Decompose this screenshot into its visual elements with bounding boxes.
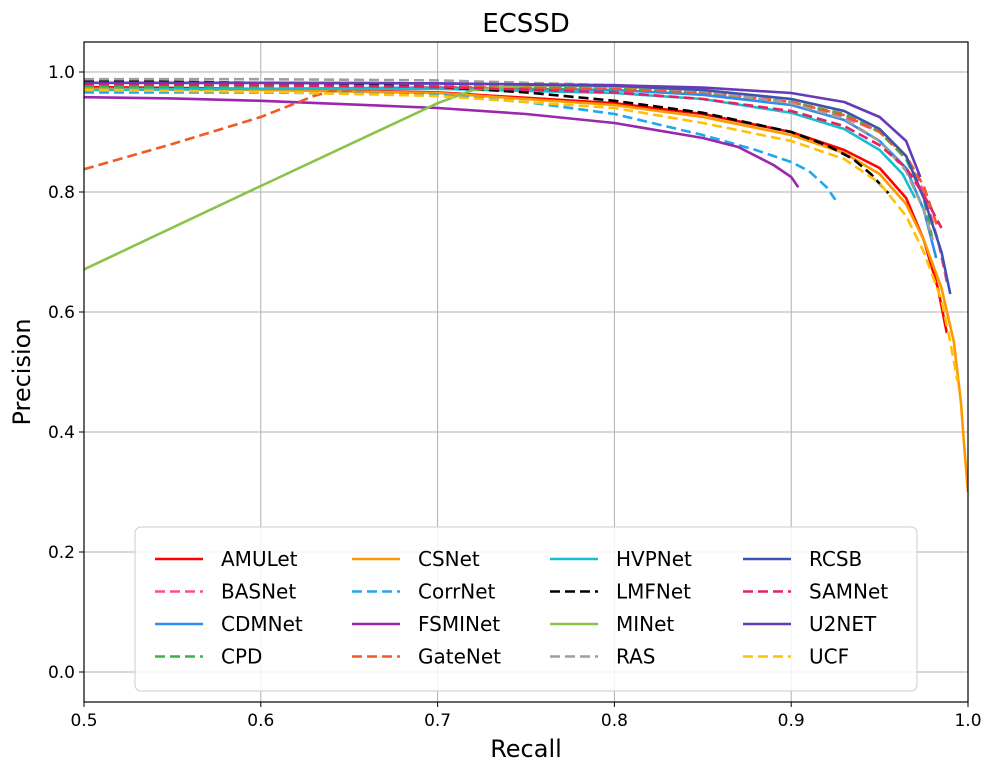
series-line-csnet — [84, 87, 968, 493]
legend-label-corrnet: CorrNet — [418, 580, 496, 604]
x-tick-label: 0.7 — [424, 711, 451, 731]
legend-label-basnet: BASNet — [221, 580, 296, 604]
series-line-samnet — [84, 82, 943, 229]
series-line-basnet — [84, 83, 949, 283]
legend-label-samnet: SAMNet — [809, 580, 888, 604]
legend-label-cdmnet: CDMNet — [221, 612, 303, 636]
y-tick-label: 0.4 — [48, 423, 75, 443]
y-tick-label: 0.0 — [48, 663, 75, 683]
legend-label-amulet: AMULet — [221, 547, 298, 571]
x-tick-label: 1.0 — [954, 711, 981, 731]
series-line-amulet — [84, 85, 949, 334]
x-tick-label: 0.5 — [70, 711, 97, 731]
legend-label-rcsb: RCSB — [809, 547, 862, 571]
legend-box — [134, 526, 918, 692]
y-tick-label: 0.8 — [48, 183, 75, 203]
x-tick-label: 0.8 — [601, 711, 628, 731]
series-lines — [84, 77, 968, 493]
legend-label-lmfnet: LMFNet — [616, 580, 691, 604]
x-tick-label: 0.9 — [778, 711, 805, 731]
legend-label-hvpnet: HVPNet — [616, 547, 692, 571]
y-axis-label: Precision — [8, 318, 36, 425]
legend-label-cpd: CPD — [221, 645, 262, 669]
series-line-ras — [84, 77, 934, 241]
series-line-ucf — [84, 88, 959, 382]
axis-ticks: 0.5 0.6 0.7 0.8 0.9 1.0 0.0 0.2 0.4 0.6 0.8 1.0 — [48, 63, 982, 731]
legend-label-u2net: U2NET — [809, 612, 877, 636]
legend-label-csnet: CSNet — [418, 547, 480, 571]
legend-label-fsminet: FSMINet — [418, 612, 500, 636]
legend: AMULet BASNet CDMNet CPD CSNet CorrNet FSMINet… — [134, 526, 918, 692]
legend-label-ucf: UCF — [809, 645, 849, 669]
y-tick-label: 0.2 — [48, 543, 75, 563]
series-line-u2net — [84, 81, 922, 178]
legend-label-gatenet: GateNet — [418, 645, 501, 669]
y-tick-label: 1.0 — [48, 63, 75, 83]
x-tick-label: 0.6 — [247, 711, 274, 731]
plot-area-frame — [83, 41, 969, 703]
chart-title: ECSSD — [482, 9, 570, 39]
x-axis-label: Recall — [490, 735, 562, 763]
legend-label-minet: MINet — [616, 612, 674, 636]
y-tick-label: 0.6 — [48, 303, 75, 323]
legend-label-ras: RAS — [616, 645, 655, 669]
series-line-fsminet — [84, 95, 800, 188]
